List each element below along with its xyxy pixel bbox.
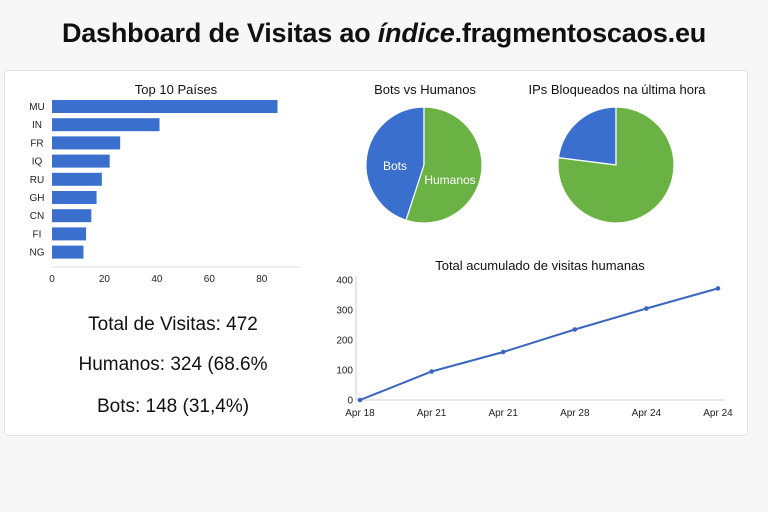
humans-stat: Humanos: 324 (68.6%	[78, 354, 268, 375]
total-visits-stat: Total de Visitas: 472	[88, 314, 258, 335]
x-tick-label-2: Apr 21	[488, 408, 518, 419]
pie2-title: IPs Bloqueados na última hora	[528, 82, 706, 97]
bar-label-cn: CN	[30, 211, 44, 222]
pie1-slice-label-0: Bots	[383, 159, 407, 173]
x-tick-label-4: Apr 24	[632, 408, 662, 419]
line-chart-title: Total acumulado de visitas humanas	[435, 258, 645, 273]
bar-label-ru: RU	[30, 175, 44, 186]
x-tick-label-0: Apr 18	[345, 408, 375, 419]
title-text: Dashboard de Visitas ao	[61, 18, 378, 48]
title-domain: .fragmentoscaos.eu	[454, 18, 707, 48]
y-tick-300: 300	[336, 306, 353, 317]
pie1-slice-label-1: Humanos	[424, 173, 475, 187]
cumulative-visits-chart: Total acumulado de visitas humanas 0 100 20…	[336, 258, 733, 419]
x-tick-20: 20	[99, 274, 111, 285]
page-title: Dashboard de Visitas ao índice.fragmento…	[0, 18, 768, 49]
x-tick-label-3: Apr 28	[560, 408, 590, 419]
series-point-5	[715, 286, 721, 291]
series-point-3	[572, 327, 578, 332]
bar-label-in: IN	[32, 120, 42, 131]
bar-label-mu: MU	[29, 102, 45, 113]
x-tick-40: 40	[151, 274, 163, 285]
series-point-4	[644, 306, 649, 311]
y-tick-400: 400	[336, 276, 353, 287]
x-tick-80: 80	[256, 274, 268, 285]
bar-label-fi: FI	[33, 229, 42, 240]
pie2-slice-0	[557, 106, 617, 166]
bar-chart-title: Top 10 Países	[135, 82, 218, 97]
pie1-title: Bots vs Humanos	[374, 82, 476, 97]
y-tick-0: 0	[347, 396, 353, 407]
top-countries-chart: Top 10 Países MU IN FR IQ RU GH CN FI NG 0 20 40 60 80	[29, 82, 300, 285]
bots-vs-humans-pie: Bots vs Humanos Bots Humanos	[365, 82, 483, 224]
bar-iq	[52, 154, 110, 168]
series-point-2	[500, 349, 506, 355]
title-italic: índice	[377, 18, 455, 48]
bar-ru	[52, 172, 102, 186]
x-tick-60: 60	[204, 274, 216, 285]
pie1-slice-0	[365, 106, 425, 221]
blocked-ips-pie: IPs Bloqueados na última hora	[528, 82, 706, 224]
x-tick-0: 0	[49, 274, 55, 285]
bar-in	[52, 118, 160, 132]
bar-fr	[52, 136, 121, 150]
bar-cn	[52, 209, 92, 223]
bar-ng	[52, 245, 84, 259]
series-point-1	[429, 369, 434, 374]
bots-stat: Bots: 148 (31,4%)	[96, 396, 250, 417]
x-tick-label-1: Apr 21	[417, 408, 447, 419]
x-tick-label-5: Apr 24	[703, 408, 733, 419]
bar-label-ng: NG	[30, 248, 45, 259]
pie2-slice-1	[557, 106, 675, 224]
bar-fi	[52, 227, 87, 241]
y-tick-100: 100	[336, 366, 353, 377]
bar-label-gh: GH	[30, 193, 45, 204]
series-point-0	[357, 397, 363, 403]
pie1-slice-1	[405, 106, 483, 224]
series-line	[359, 287, 719, 401]
bar-label-iq: IQ	[32, 157, 43, 168]
y-tick-200: 200	[336, 336, 353, 347]
bar-label-fr: FR	[30, 138, 43, 149]
bar-mu	[52, 100, 278, 113]
bar-gh	[52, 191, 97, 204]
